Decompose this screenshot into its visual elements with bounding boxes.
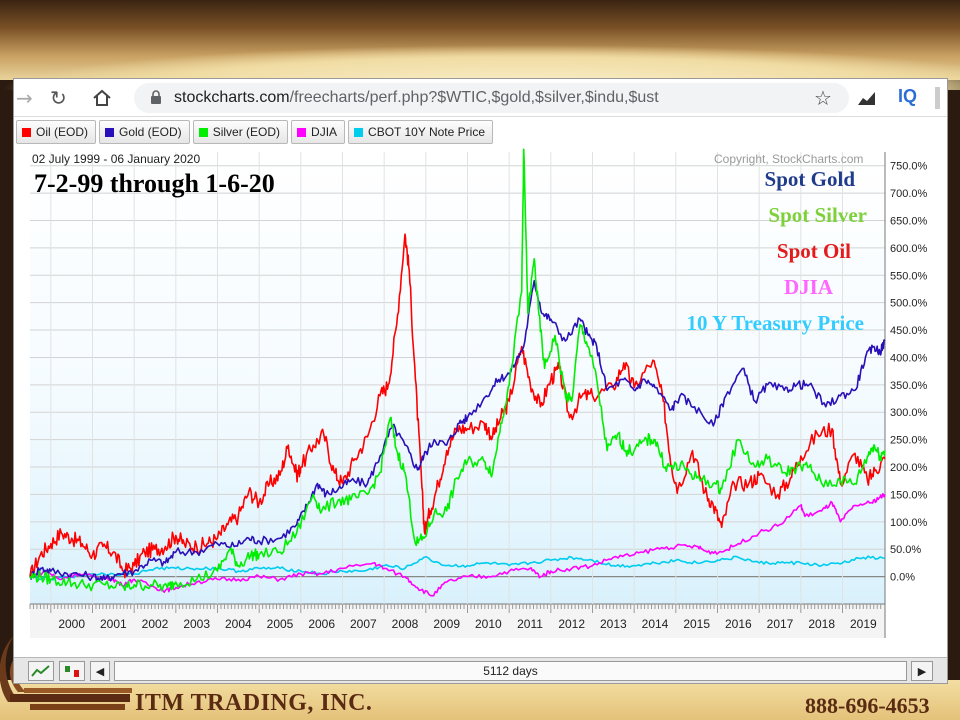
y-tick-label: 300.0%	[890, 407, 928, 419]
url-path: /freecharts/perf.php?$WTIC,$gold,$silver…	[289, 89, 659, 106]
legend-button-cbot-10y-note-price[interactable]: CBOT 10Y Note Price	[348, 120, 493, 144]
date-range-label: 02 July 1999 - 06 January 2020	[32, 152, 200, 166]
x-tick-label: 2015	[683, 617, 710, 631]
x-tick-label: 2007	[350, 617, 377, 631]
company-name: ITM TRADING, INC.	[135, 690, 373, 716]
y-tick-label: 450.0%	[890, 325, 928, 337]
x-tick-label: 2010	[475, 617, 502, 631]
x-tick-label: 2005	[267, 617, 294, 631]
legend-swatch	[354, 127, 364, 137]
x-tick-label: 2012	[558, 617, 585, 631]
scroll-left-button[interactable]: ◀	[90, 661, 110, 681]
overlay-label-spot-gold: Spot Gold	[765, 167, 856, 191]
url-text: stockcharts.com/freecharts/perf.php?$WTI…	[174, 89, 659, 107]
y-tick-label: 750.0%	[890, 161, 928, 173]
y-tick-label: 700.0%	[890, 188, 928, 200]
overlay-label-spot-silver: Spot Silver	[768, 203, 867, 227]
y-tick-label: 550.0%	[890, 270, 928, 282]
x-tick-label: 2018	[808, 617, 835, 631]
copyright-label: Copyright, StockCharts.com	[714, 152, 863, 166]
series-legend-bar: Oil (EOD) Gold (EOD) Silver (EOD) DJIA CBOT …	[16, 120, 493, 146]
lock-icon	[151, 90, 161, 104]
series-line-djia	[29, 493, 886, 597]
x-tick-label: 2002	[142, 617, 169, 631]
legend-swatch	[105, 127, 114, 137]
legend-swatch	[22, 127, 31, 137]
y-tick-label: 200.0%	[890, 462, 928, 474]
x-axis-band	[30, 604, 885, 638]
legend-label: Oil (EOD)	[36, 125, 88, 139]
scroll-right-button[interactable]: ▶	[911, 661, 933, 681]
y-tick-label: 350.0%	[890, 380, 928, 392]
legend-button-oil-eod[interactable]: Oil (EOD)	[16, 120, 96, 144]
y-tick-label: 50.0%	[890, 544, 921, 556]
x-tick-label: 2013	[600, 617, 627, 631]
legend-button-gold-eod[interactable]: Gold (EOD)	[99, 120, 190, 144]
address-bar: → ↻ stockcharts.com/freecharts/perf.php?…	[14, 79, 947, 117]
performance-chart: 0.0% 50.0% 100.0% 150.0% 200.0% 250.0% 300.0% 3…	[29, 148, 928, 638]
y-tick-label: 600.0%	[890, 243, 928, 255]
slide-footer-band	[0, 680, 960, 720]
x-tick-label: 2004	[225, 617, 252, 631]
x-tick-label: 2000	[58, 617, 85, 631]
slide-headline: 7-2-99 through 1-6-20	[34, 169, 275, 198]
overlay-label-10-y-treasury-price: 10 Y Treasury Price	[687, 311, 865, 335]
legend-button-djia[interactable]: DJIA	[291, 120, 346, 144]
chart-type-candle-button[interactable]	[59, 661, 85, 681]
x-tick-label: 2016	[725, 617, 752, 631]
x-tick-label: 2009	[433, 617, 460, 631]
legend-button-silver-eod[interactable]: Silver (EOD)	[192, 120, 289, 144]
legend-label: Silver (EOD)	[212, 125, 281, 139]
bookmark-star-icon[interactable]: ☆	[814, 86, 832, 110]
legend-label: DJIA	[311, 125, 338, 139]
browser-window: → ↻ stockcharts.com/freecharts/perf.php?…	[13, 78, 948, 684]
chart-area: 0.0% 50.0% 100.0% 150.0% 200.0% 250.0% 300.0% 3…	[14, 147, 947, 657]
overlay-label-spot-oil: Spot Oil	[777, 239, 851, 263]
series-line-gold-eod	[29, 280, 886, 583]
y-tick-label: 100.0%	[890, 517, 928, 529]
series-line-cbot-10y-note-price	[29, 555, 886, 581]
scroll-track[interactable]: 5112 days	[114, 661, 907, 681]
y-tick-label: 400.0%	[890, 352, 928, 364]
series-line-silver-eod	[29, 148, 886, 592]
x-tick-label: 2014	[642, 617, 669, 631]
legend-label: CBOT 10Y Note Price	[368, 125, 485, 139]
url-field[interactable]: stockcharts.com/freecharts/perf.php?$WTI…	[134, 83, 849, 113]
legend-swatch	[198, 127, 208, 137]
home-icon[interactable]	[92, 88, 112, 108]
y-tick-label: 150.0%	[890, 489, 928, 501]
chart-navigation-bar: ◀ 5112 days ▶	[14, 657, 947, 683]
legend-swatch	[297, 127, 307, 137]
y-tick-label: 0.0%	[890, 572, 915, 584]
x-tick-label: 2019	[850, 617, 877, 631]
chart-extension-icon[interactable]	[857, 90, 877, 106]
plot-background	[30, 152, 885, 604]
x-tick-label: 2011	[517, 617, 543, 631]
legend-label: Gold (EOD)	[119, 125, 182, 139]
y-tick-label: 250.0%	[890, 435, 928, 447]
reload-icon[interactable]: ↻	[50, 86, 67, 110]
x-tick-label: 2006	[308, 617, 335, 631]
y-tick-label: 650.0%	[890, 215, 928, 227]
iq-extension-icon[interactable]: IQ	[898, 86, 918, 106]
forward-arrow-icon[interactable]: →	[16, 86, 33, 110]
period-days-label: 5112 days	[483, 664, 538, 678]
company-phone: 888-696-4653	[805, 693, 930, 718]
y-tick-label: 500.0%	[890, 298, 928, 310]
x-tick-label: 2003	[183, 617, 210, 631]
x-tick-label: 2008	[392, 617, 419, 631]
toolbar-divider	[935, 87, 940, 109]
overlay-label-djia: DJIA	[784, 275, 834, 299]
chart-type-line-button[interactable]	[28, 661, 54, 681]
x-tick-label: 2001	[100, 617, 127, 631]
series-line-oil-eod	[29, 233, 886, 579]
url-host: stockcharts.com	[174, 89, 290, 106]
x-tick-label: 2017	[767, 617, 794, 631]
